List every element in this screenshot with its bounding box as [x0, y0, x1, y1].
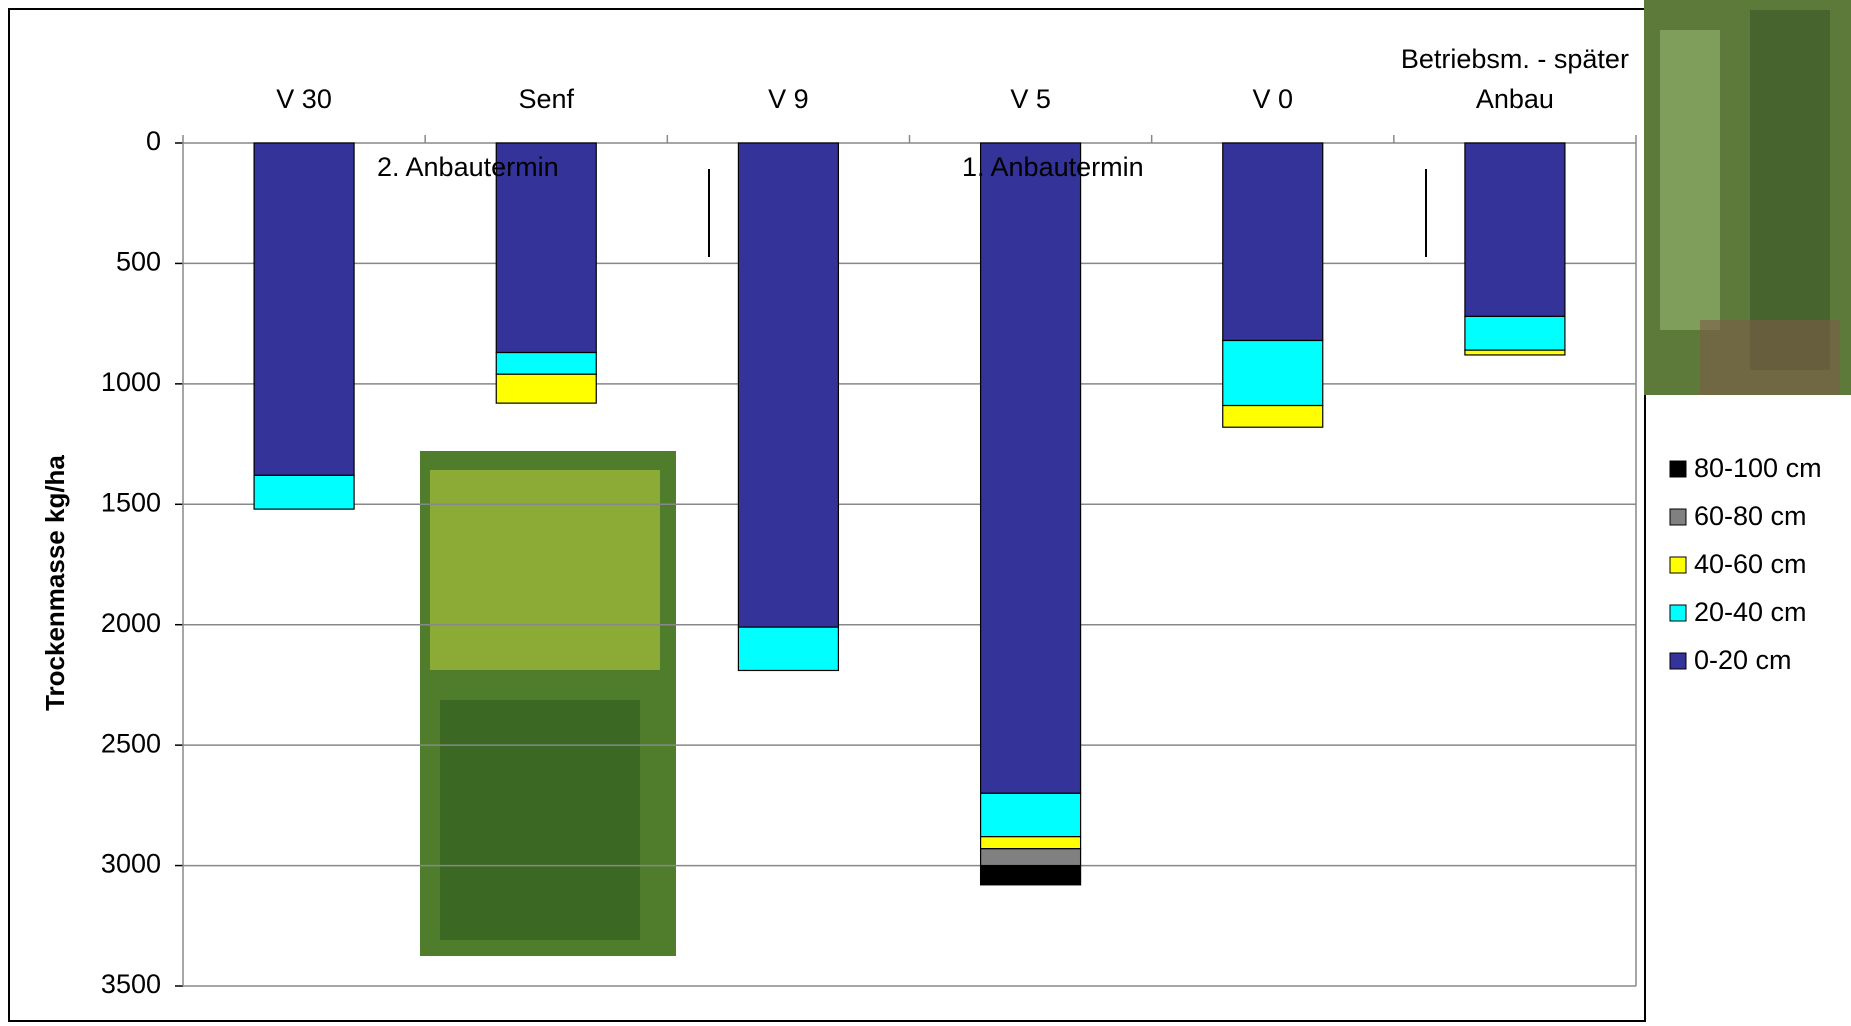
- y-tick-label: 1500: [101, 487, 161, 517]
- y-tick-label: 3500: [101, 969, 161, 999]
- category-label: V 0: [1252, 84, 1294, 114]
- bar-segment: [1464, 349, 1566, 356]
- category-label: V 5: [1010, 84, 1051, 114]
- bar-segment: [253, 142, 355, 476]
- legend-label: 40-60 cm: [1694, 549, 1807, 579]
- bar-segment: [979, 836, 1082, 850]
- legend-label: 0-20 cm: [1694, 645, 1792, 675]
- y-tick-label: 0: [146, 126, 161, 156]
- y-tick-label: 500: [116, 247, 161, 277]
- bar-segment: [979, 864, 1082, 886]
- grid: [183, 262, 1636, 987]
- legend-label: 80-100 cm: [1694, 453, 1822, 483]
- y-tick-label: 1000: [101, 367, 161, 397]
- bar-segment: [979, 792, 1082, 838]
- legend-swatch: [1669, 508, 1687, 526]
- bar-segment: [1464, 315, 1566, 351]
- annotation: 2. Anbautermin: [377, 152, 559, 182]
- legend-swatch: [1669, 652, 1687, 670]
- y-axis-title: Trockenmasse kg/ha: [40, 455, 70, 711]
- legend-swatch: [1669, 556, 1687, 574]
- legend-label: 20-40 cm: [1694, 597, 1807, 627]
- chart-frame: [8, 8, 1646, 1022]
- y-tick-label: 3000: [101, 849, 161, 879]
- bar-segment: [1222, 339, 1324, 407]
- bar-segment: [737, 142, 840, 628]
- bar-segment: [1222, 404, 1324, 428]
- category-label: Senf: [518, 84, 575, 114]
- bar-segment: [979, 848, 1082, 867]
- photo-plants: [1644, 0, 1851, 395]
- annotation: 1. Anbautermin: [962, 152, 1144, 182]
- bar-segment: [737, 626, 840, 672]
- bar-segment: [979, 142, 1082, 794]
- legend-swatch: [1669, 460, 1687, 478]
- bar-segment: [1464, 142, 1566, 318]
- category-label: V 30: [276, 84, 332, 114]
- y-tick-label: 2000: [101, 608, 161, 638]
- bar-segment: [1222, 142, 1324, 342]
- category-label: Betriebsm. - später Anbau: [1400, 44, 1629, 114]
- bar-segment: [495, 142, 597, 354]
- bar-segment: [253, 474, 355, 510]
- legend-label: 60-80 cm: [1694, 501, 1807, 531]
- photo-mustard: [420, 451, 676, 956]
- bar-segment: [495, 373, 597, 404]
- y-tick-label: 2500: [101, 728, 161, 758]
- legend-swatch: [1669, 604, 1687, 622]
- category-label: V 9: [768, 84, 809, 114]
- bar-segment: [495, 351, 597, 375]
